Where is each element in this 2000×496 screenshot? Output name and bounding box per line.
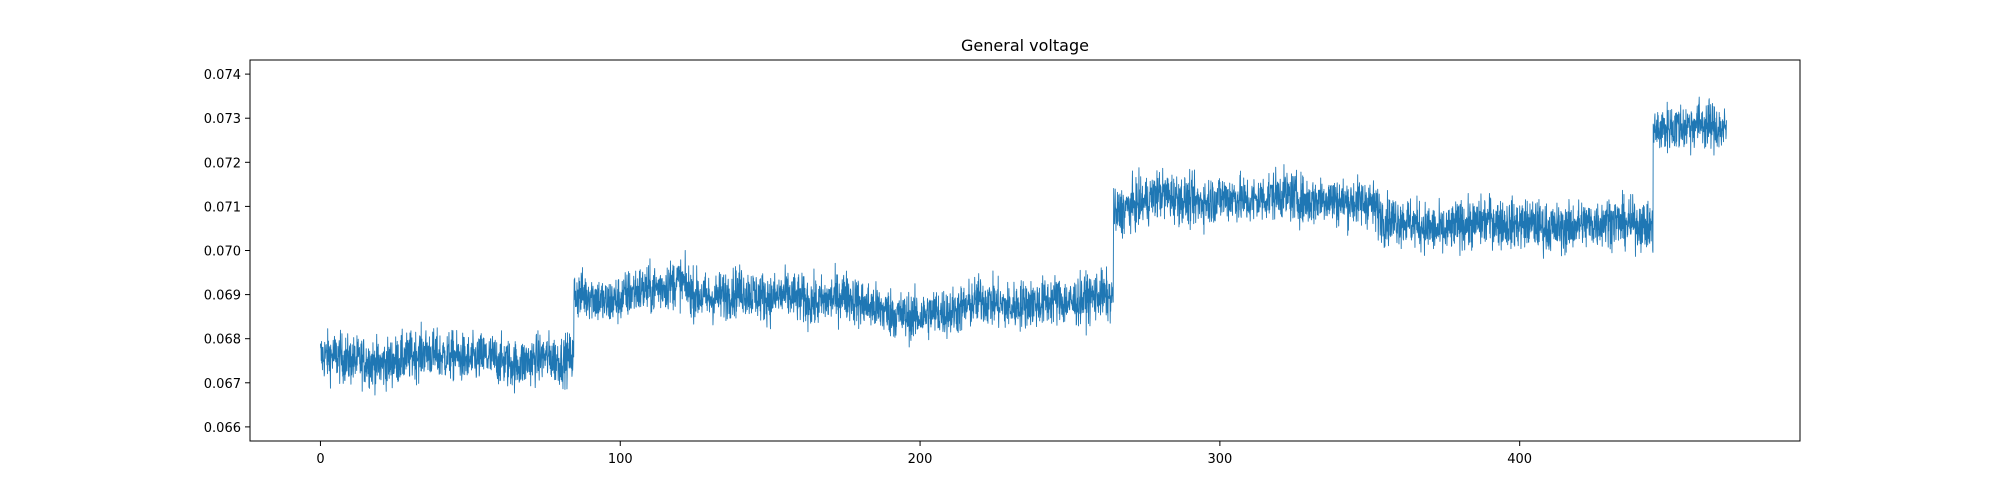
y-axis: 0.066 0.067 0.068 0.069 0.070 0.071 0.072 0.073… (204, 68, 250, 436)
x-tick-label: 100 (608, 452, 633, 467)
y-tick-label: 0.069 (204, 289, 241, 304)
y-tick-label: 0.073 (204, 112, 241, 127)
y-tick-label: 0.074 (204, 68, 241, 83)
x-axis: 0 100 200 300 400 (316, 441, 1532, 467)
x-tick-label: 300 (1207, 452, 1232, 467)
x-tick-label: 400 (1507, 452, 1532, 467)
y-tick-label: 0.071 (204, 200, 241, 215)
x-tick-label: 0 (316, 452, 324, 467)
voltage-series-line (320, 96, 1727, 396)
y-tick-label: 0.066 (204, 421, 241, 436)
plot-area (320, 96, 1727, 396)
y-tick-label: 0.070 (204, 245, 241, 260)
y-tick-label: 0.068 (204, 333, 241, 348)
plot-frame (249, 59, 1801, 442)
y-tick-label: 0.067 (204, 377, 241, 392)
chart-title: General voltage (961, 36, 1089, 55)
x-tick-label: 200 (908, 452, 933, 467)
y-tick-label: 0.072 (204, 156, 241, 171)
